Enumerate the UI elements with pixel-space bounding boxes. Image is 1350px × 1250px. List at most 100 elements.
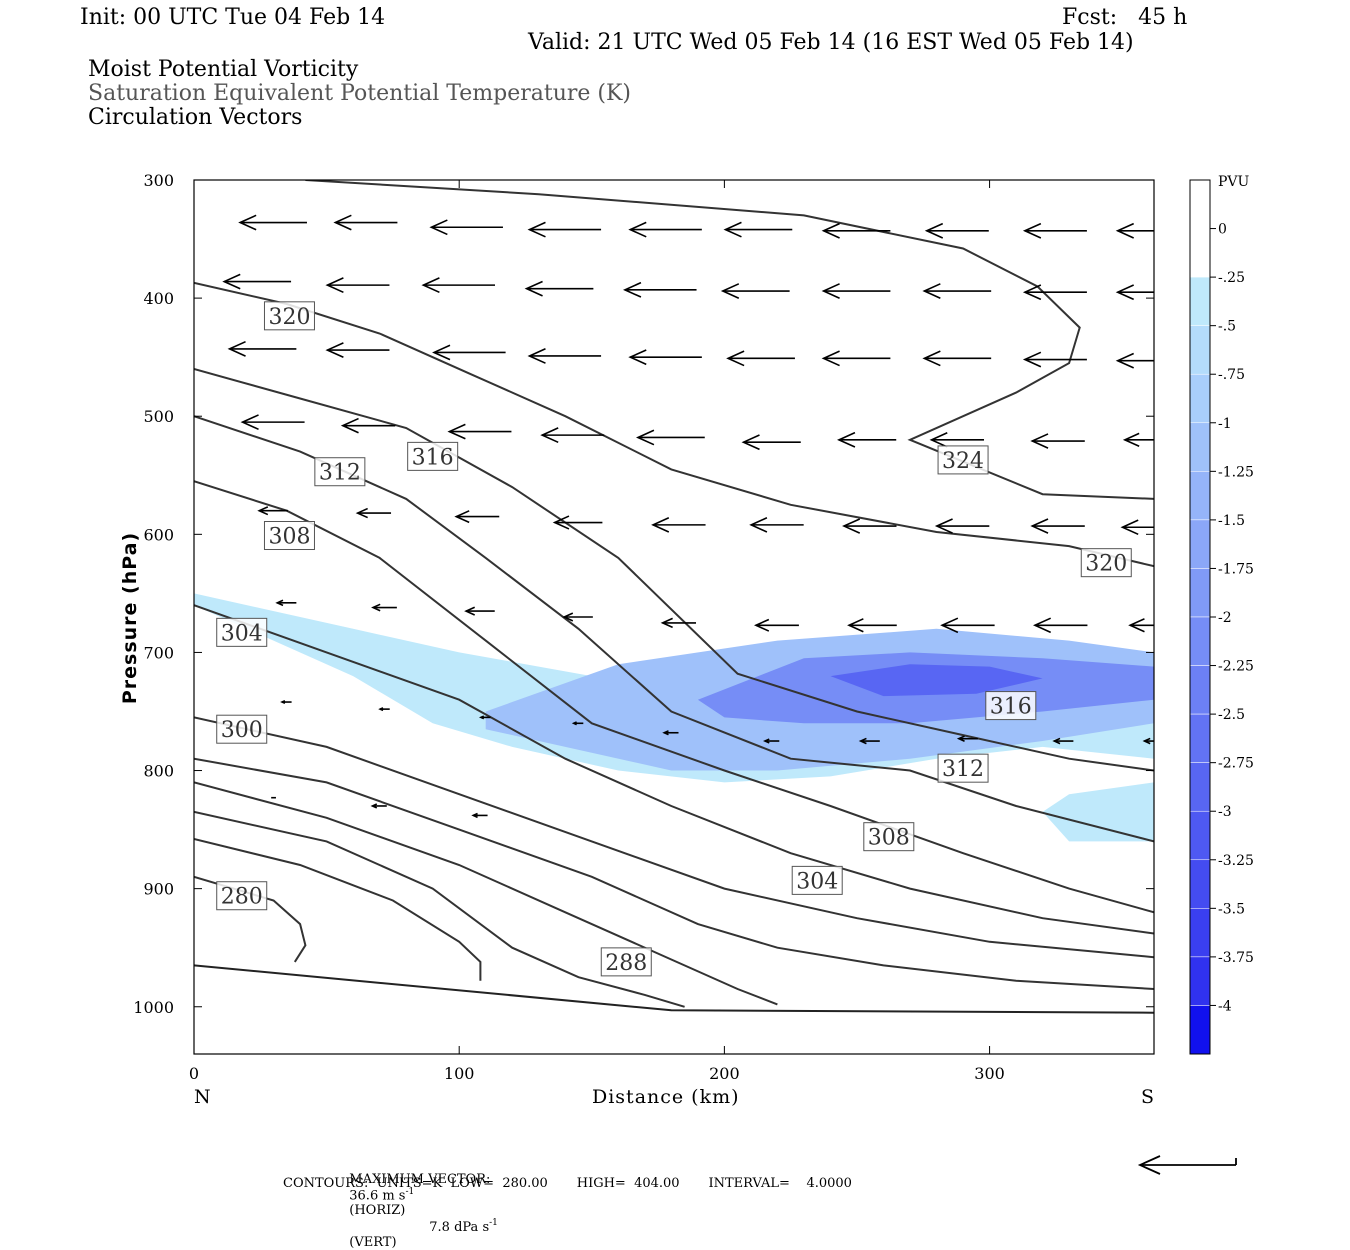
vector-head xyxy=(421,277,440,294)
contour-info: CONTOURS: UNITS=K LOW= 280.00 HIGH= 404.… xyxy=(283,1176,852,1191)
contour-label-text: 316 xyxy=(990,695,1032,720)
isentrope-300 xyxy=(194,716,1154,959)
colorbar-units: PVU xyxy=(1218,174,1250,190)
contour-label-box xyxy=(407,441,459,471)
vector-head xyxy=(847,618,864,633)
colorbar-label: -1.75 xyxy=(1218,561,1254,577)
contour-label-320: 320 xyxy=(263,301,315,331)
colorbar-label: -4 xyxy=(1218,998,1232,1014)
max-vector-info: MAXIMUM VECTOR: 36.6 m s-1 (HORIZ) 7.8 d… xyxy=(341,1157,498,1250)
vector-head xyxy=(562,612,574,622)
vector-head xyxy=(662,730,669,736)
vector-5 xyxy=(723,221,793,238)
vector-2 xyxy=(429,219,503,236)
contour-label-text: 304 xyxy=(221,621,263,646)
contour-label-288: 288 xyxy=(600,947,652,977)
x-tick-label: 100 xyxy=(444,1064,475,1083)
vector-63 xyxy=(571,721,584,726)
y-tick-label: 800 xyxy=(143,762,174,781)
colorbar-label: -1 xyxy=(1218,416,1232,432)
vector-71 xyxy=(370,803,387,809)
vector-22 xyxy=(432,344,506,361)
x-end-right: S xyxy=(1141,1086,1155,1108)
contour-label-box xyxy=(263,521,315,551)
vector-65 xyxy=(763,738,780,744)
colorbar-label: -.5 xyxy=(1218,319,1236,335)
title-vectors: Circulation Vectors xyxy=(88,105,303,130)
colorbar-segment xyxy=(1189,1005,1211,1055)
vector-head xyxy=(275,599,284,607)
y-tick-label: 500 xyxy=(143,407,174,426)
vector-head xyxy=(821,222,840,239)
colorbar-label: -2.75 xyxy=(1218,756,1254,772)
vector-head xyxy=(1128,618,1145,633)
vector-head xyxy=(1142,737,1151,745)
colorbar-segment xyxy=(1189,373,1211,424)
isentrope-288 xyxy=(194,810,685,1008)
colorbar-segment xyxy=(1190,180,1210,229)
vector-12 xyxy=(421,277,495,294)
y-tick-label: 300 xyxy=(143,171,174,190)
vector-head xyxy=(1122,432,1140,448)
vector-head xyxy=(240,414,259,431)
vector-head xyxy=(238,214,257,231)
colorbar-segment xyxy=(1189,519,1211,569)
vector-3 xyxy=(527,221,602,238)
colorbar-segment xyxy=(1189,422,1211,472)
colorbar-label: -2.25 xyxy=(1218,659,1254,675)
vector-head xyxy=(660,617,673,629)
vector-head xyxy=(922,283,941,299)
y-tick-label: 900 xyxy=(143,880,174,899)
contour-label-text: 320 xyxy=(1085,552,1127,577)
vector-66 xyxy=(858,737,880,745)
vector-52 xyxy=(464,606,495,616)
axes: 300 400 500 600 700 800 900 1000 0 100 200 300 xyxy=(133,171,1154,1083)
vector-72 xyxy=(471,812,488,819)
vector-head xyxy=(370,803,378,809)
vector-head xyxy=(753,618,770,632)
vector-0 xyxy=(238,214,307,231)
vector-38 xyxy=(1030,433,1085,449)
vector-46 xyxy=(842,518,897,534)
plot-frame xyxy=(193,179,1155,1055)
vector-13 xyxy=(524,280,594,297)
colorbar-segment xyxy=(1189,228,1211,278)
vector-head xyxy=(628,349,647,366)
vector-57 xyxy=(940,617,995,634)
vector-head xyxy=(1115,284,1134,301)
colorbar-segment xyxy=(1189,956,1211,1006)
contour-label-text: 308 xyxy=(868,826,910,851)
vector-head xyxy=(1120,519,1139,536)
vector-head xyxy=(447,423,466,440)
vector-head xyxy=(934,518,953,534)
colorbar-label: -2 xyxy=(1218,610,1232,626)
contour-label-312: 312 xyxy=(937,753,989,783)
vector-50 xyxy=(275,599,297,607)
vector-49 xyxy=(1120,519,1154,536)
max-vector-label: MAXIMUM VECTOR: xyxy=(349,1172,491,1187)
isentrope-292 xyxy=(194,781,778,1006)
vector-16 xyxy=(821,283,891,299)
vector-head xyxy=(1022,222,1042,239)
vector-10 xyxy=(222,273,292,290)
vector-35 xyxy=(741,434,801,451)
isentrope-296 xyxy=(194,757,1154,990)
vector-44 xyxy=(651,517,706,533)
title-thetae: Saturation Equivalent Potential Temperat… xyxy=(88,81,631,106)
vector-8 xyxy=(1022,222,1087,239)
vector-32 xyxy=(447,423,512,440)
contour-labels: 320 316 312 308 304 300 280 288 304 308 312 316 324 3… xyxy=(216,301,1132,977)
vector-head xyxy=(749,517,768,533)
y-axis-label: Pressure (hPa) xyxy=(119,531,141,705)
x-axis-label: Distance (km) xyxy=(592,1086,740,1108)
vector-head xyxy=(1032,617,1052,634)
ground-line xyxy=(194,964,1154,1014)
contour-label-text: 312 xyxy=(942,757,984,782)
isentrope-308 xyxy=(194,480,1154,914)
contour-label-text: 280 xyxy=(221,885,263,910)
contour-label-text: 324 xyxy=(942,449,984,474)
vector-head xyxy=(622,281,642,298)
vector-24 xyxy=(628,349,702,366)
contour-label-box xyxy=(985,691,1037,721)
x-tick-label: 200 xyxy=(709,1064,740,1083)
